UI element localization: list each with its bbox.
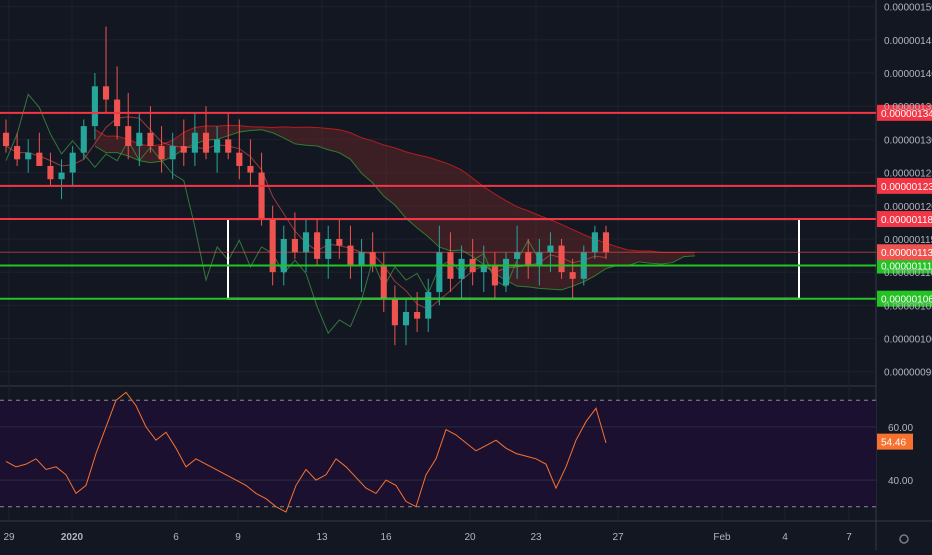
price-axis-tick-label: 0.00000130	[884, 135, 932, 146]
candle-body	[291, 238, 298, 253]
price-axis-tick-label: 0.00000150	[884, 3, 932, 14]
price-axis-tick-label: 0.00000140	[884, 69, 932, 80]
time-axis-tick-label: 29	[3, 532, 15, 543]
candle-body	[136, 132, 143, 147]
candle-body	[125, 126, 132, 147]
time-axis-tick-label: 6	[173, 532, 179, 543]
candle-body	[358, 252, 365, 266]
ichimoku-cloud	[94, 125, 695, 290]
candle-body	[69, 152, 76, 173]
candle-body	[436, 252, 443, 293]
candle-body	[536, 252, 543, 266]
time-axis-tick-label: 27	[612, 532, 624, 543]
candle-body	[247, 165, 254, 173]
candle-body	[269, 219, 276, 273]
current-price-label: 0.00000113	[881, 248, 932, 259]
candle-body	[47, 165, 54, 180]
candle-body	[14, 146, 21, 160]
level-price-label-bg	[877, 257, 932, 274]
candle-body	[514, 252, 521, 259]
candle-body	[369, 252, 376, 266]
level-price-label: 0.00000123	[881, 182, 932, 193]
candle-body	[525, 252, 532, 266]
current-price-label-bg	[877, 244, 932, 261]
level-price-label-bg	[877, 177, 932, 194]
level-price-label: 0.00000111	[881, 262, 932, 273]
candle-body	[347, 245, 354, 266]
candle-body	[102, 86, 110, 100]
price-axis-tick-label: 0.00000125	[884, 169, 932, 180]
candle-body	[391, 298, 398, 326]
candle-body	[147, 132, 154, 147]
time-axis-tick-label: 9	[235, 532, 241, 543]
time-axis-tick-label: 16	[380, 532, 392, 543]
time-axis-tick-label: 7	[846, 532, 852, 543]
candle-body	[225, 139, 232, 153]
level-price-label-bg	[877, 211, 932, 228]
candle-body	[2, 132, 10, 147]
level-price-label-bg	[877, 290, 932, 307]
time-axis-tick-label: 13	[316, 532, 328, 543]
candle-body	[336, 238, 343, 246]
candle-body	[414, 311, 421, 319]
candle-body	[25, 152, 32, 160]
candle-body	[169, 146, 176, 160]
candle-body	[91, 86, 98, 127]
candle-body	[180, 146, 187, 153]
time-axis-tick-label: 4	[782, 532, 788, 543]
time-axis-tick-label: 23	[530, 532, 542, 543]
price-axis-tick-label: 0.00000115	[884, 235, 932, 246]
price-axis-tick-label: 0.00000110	[884, 268, 932, 279]
candle-body	[36, 152, 43, 166]
level-price-label: 0.00000106	[881, 295, 932, 306]
price-axis-tick-label: 0.00000095	[884, 368, 932, 379]
time-axis-tick-label: 2020	[61, 532, 84, 543]
candle-body	[569, 272, 576, 279]
candle-body	[80, 126, 87, 153]
candle-body	[425, 292, 432, 319]
candle-body	[602, 232, 610, 253]
candle-body	[480, 265, 487, 273]
candle-body	[325, 238, 332, 259]
price-axis-tick-label: 0.00000105	[884, 301, 932, 312]
level-price-label-bg	[877, 104, 932, 121]
rsi-axis-tick-label: 40.00	[888, 476, 913, 487]
rsi-line	[5, 391, 607, 513]
candle-body	[302, 232, 310, 253]
candle-body	[158, 146, 165, 160]
level-price-label: 0.00000118	[881, 215, 932, 226]
candle-body	[502, 258, 510, 286]
candle-body	[191, 132, 198, 153]
candle-body	[591, 232, 598, 253]
time-axis-tick-label: 20	[464, 532, 476, 543]
candle-body	[58, 172, 65, 180]
price-axis-tick-label: 0.00000135	[884, 102, 932, 113]
candle-body	[258, 172, 265, 220]
candle-body	[491, 265, 498, 286]
price-axis-tick-label: 0.00000145	[884, 36, 932, 47]
candle-body	[314, 232, 321, 259]
candle-body	[458, 258, 465, 279]
candle-body	[547, 245, 554, 253]
price-axis-tick-label: 0.00000100	[884, 335, 932, 346]
level-price-label: 0.00000134	[881, 109, 932, 120]
candle-body	[202, 132, 210, 153]
candle-body	[280, 238, 287, 273]
candle-body	[380, 265, 387, 299]
candle-body	[236, 152, 243, 166]
time-axis-tick-label: Feb	[713, 532, 731, 543]
price-axis-tick-label: 0.00000120	[884, 202, 932, 213]
candle-body	[214, 139, 221, 153]
candle-body	[558, 245, 565, 273]
candle-body	[402, 311, 410, 326]
rsi-value-label-bg	[877, 433, 913, 450]
rsi-axis-tick-label: 60.00	[888, 423, 913, 434]
settings-gear-icon[interactable]	[899, 534, 909, 544]
rsi-value-label: 54.46	[881, 438, 906, 449]
